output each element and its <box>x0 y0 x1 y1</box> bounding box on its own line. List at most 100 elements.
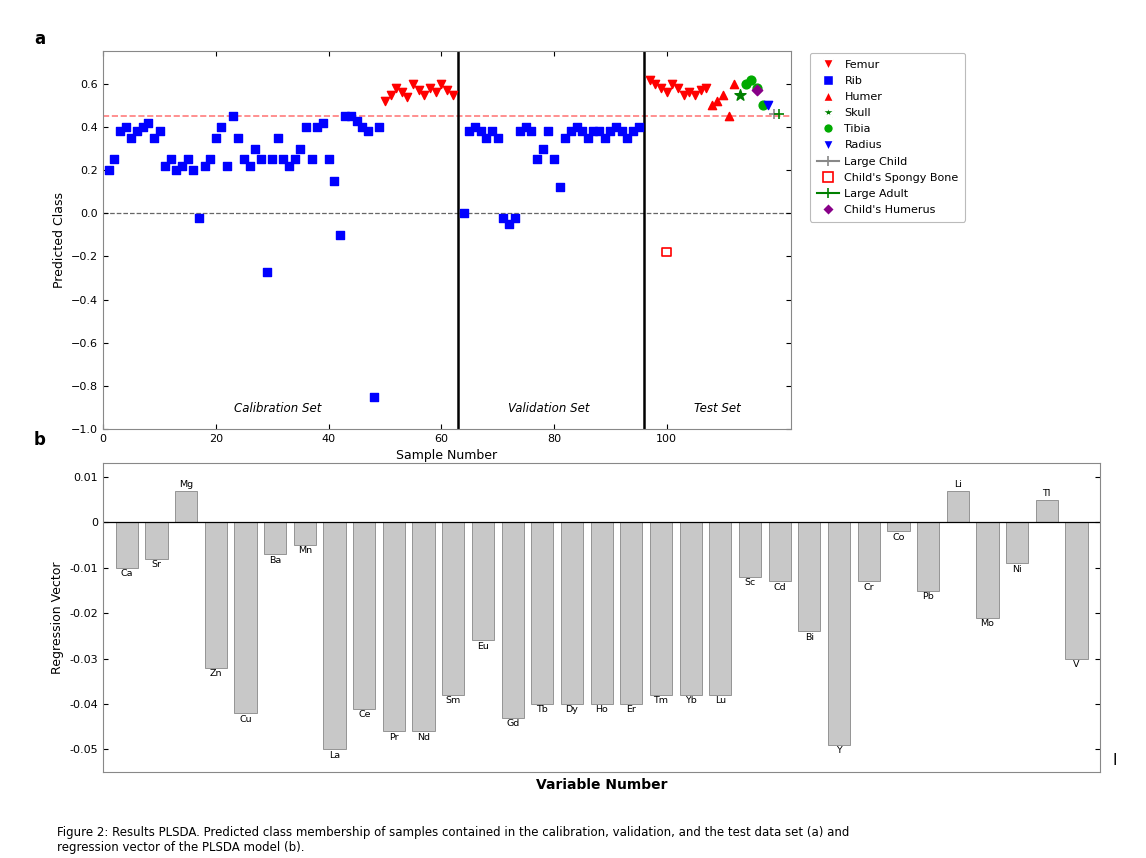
Point <box>314 116 332 130</box>
Point <box>150 124 168 138</box>
Point <box>550 180 568 194</box>
Point <box>556 131 574 145</box>
Text: Ca: Ca <box>120 569 133 578</box>
Point <box>567 120 586 134</box>
Point <box>523 124 541 138</box>
Point <box>691 83 709 97</box>
Text: Li: Li <box>953 480 961 489</box>
Text: Lu: Lu <box>715 697 725 705</box>
Text: La: La <box>329 751 340 760</box>
Text: Ni: Ni <box>1012 565 1022 574</box>
Point <box>494 211 512 225</box>
Point <box>685 88 704 101</box>
Point <box>403 77 422 91</box>
Text: Validation Set: Validation Set <box>508 402 589 414</box>
Point <box>274 153 292 166</box>
Bar <box>323 523 346 750</box>
Point <box>229 131 248 145</box>
Point <box>370 120 388 134</box>
Point <box>353 120 371 134</box>
Point <box>461 124 479 138</box>
Point <box>432 77 450 91</box>
Point <box>297 120 315 134</box>
Point <box>162 153 180 166</box>
Point <box>196 159 214 172</box>
Point <box>252 153 270 166</box>
Bar <box>264 523 286 554</box>
Bar <box>175 491 197 523</box>
Bar <box>235 523 257 713</box>
Text: Co: Co <box>893 533 904 541</box>
Text: Mn: Mn <box>298 547 312 555</box>
Bar <box>827 523 850 745</box>
Bar <box>1066 523 1088 659</box>
Point <box>235 153 253 166</box>
Text: Zn: Zn <box>210 669 222 678</box>
Bar <box>769 523 791 582</box>
Point <box>325 174 344 188</box>
Bar <box>650 523 672 695</box>
X-axis label: Sample Number: Sample Number <box>397 450 497 462</box>
Point <box>629 120 647 134</box>
Text: Cd: Cd <box>774 583 786 592</box>
Point <box>409 83 427 97</box>
Point <box>680 86 698 100</box>
Point <box>658 245 676 259</box>
Bar <box>887 523 910 531</box>
Point <box>702 99 721 112</box>
Text: V: V <box>1073 660 1080 669</box>
Bar <box>917 523 940 590</box>
Bar <box>739 523 761 577</box>
Point <box>426 86 445 100</box>
Point <box>737 77 755 91</box>
Point <box>190 211 209 225</box>
Point <box>167 163 186 177</box>
Text: Mo: Mo <box>981 619 995 628</box>
Text: Tm: Tm <box>653 697 668 705</box>
Text: Pr: Pr <box>390 733 399 741</box>
Text: Pb: Pb <box>923 592 934 601</box>
Text: Cu: Cu <box>240 715 252 723</box>
Bar <box>620 523 643 704</box>
Point <box>764 107 783 121</box>
Point <box>759 99 777 112</box>
Bar <box>1006 523 1028 563</box>
Bar <box>799 523 821 631</box>
Point <box>669 82 688 95</box>
Bar <box>680 523 701 695</box>
Point <box>747 82 766 95</box>
Text: I: I <box>1113 753 1117 768</box>
Point <box>105 153 124 166</box>
Text: Figure 2: Results PLSDA. Predicted class membership of samples contained in the : Figure 2: Results PLSDA. Predicted class… <box>57 825 849 854</box>
Point <box>753 99 771 112</box>
Point <box>246 142 265 155</box>
Point <box>285 153 304 166</box>
Text: Tl: Tl <box>1043 489 1051 498</box>
Bar <box>383 523 405 731</box>
Point <box>573 124 591 138</box>
Point <box>123 131 141 145</box>
Bar <box>146 523 167 559</box>
Point <box>173 159 191 172</box>
Bar <box>502 523 524 717</box>
Point <box>212 120 230 134</box>
Text: Yb: Yb <box>685 697 697 705</box>
Point <box>268 131 286 145</box>
Text: Tb: Tb <box>536 705 548 715</box>
Text: Gd: Gd <box>507 719 519 728</box>
Bar <box>472 523 494 640</box>
Point <box>185 163 203 177</box>
Point <box>477 131 495 145</box>
Point <box>697 82 715 95</box>
Point <box>264 153 282 166</box>
Text: a: a <box>34 30 46 48</box>
Point <box>579 131 597 145</box>
Point <box>505 211 524 225</box>
Point <box>382 88 400 101</box>
Point <box>117 120 135 134</box>
Text: Sc: Sc <box>745 578 755 587</box>
Point <box>223 109 242 123</box>
Point <box>331 228 350 242</box>
Point <box>241 159 259 172</box>
Point <box>359 124 377 138</box>
